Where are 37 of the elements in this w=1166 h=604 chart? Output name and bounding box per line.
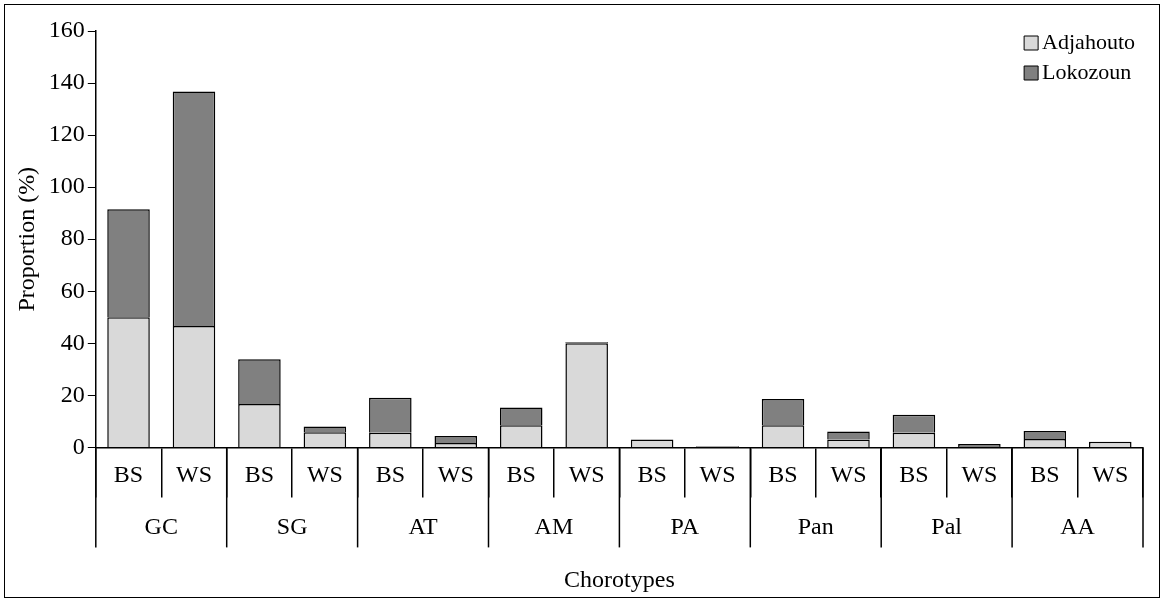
- text: GC: [144, 512, 178, 539]
- y-tick-label: 80: [60, 224, 85, 251]
- x-tick-label: WS: [437, 461, 474, 488]
- text: AM: [534, 512, 574, 539]
- x-tick-label: WS: [175, 461, 212, 488]
- x-tick-label: BS: [113, 461, 144, 488]
- text: PA: [670, 512, 700, 539]
- y-tick-label: 60: [60, 276, 85, 303]
- x-tick-label: BS: [244, 461, 275, 488]
- x-tick-label: WS: [830, 461, 867, 488]
- x-tick-label: WS: [961, 461, 998, 488]
- y-tick-label: 160: [48, 16, 85, 43]
- text: Pan: [797, 512, 834, 539]
- y-tick-label: 140: [48, 68, 85, 95]
- x-tick-label: BS: [637, 461, 667, 488]
- x-tick-label: BS: [899, 461, 929, 488]
- y-tick-label: 0: [72, 432, 85, 459]
- text: AT: [408, 512, 439, 539]
- x-tick-label: WS: [699, 461, 736, 488]
- y-axis-title: Proportion (%): [12, 166, 39, 312]
- x-tick-label: BS: [768, 461, 798, 488]
- x-axis-title: Chorotypes: [564, 565, 675, 592]
- text: SG: [276, 512, 308, 539]
- y-tick-label: 40: [60, 328, 85, 355]
- y-tick-label: 120: [48, 120, 85, 147]
- x-tick-label: WS: [568, 461, 605, 488]
- x-tick-label: BS: [1030, 461, 1060, 488]
- x-tick-label: BS: [506, 461, 536, 488]
- x-tick-label: BS: [375, 461, 405, 488]
- x-tick-label: WS: [306, 461, 343, 488]
- legend-label: Lokozoun: [1042, 58, 1132, 84]
- legend-label: Adjahouto: [1042, 28, 1136, 54]
- text: Pal: [931, 512, 963, 539]
- y-tick-label: 20: [60, 380, 85, 407]
- y-tick-label: 100: [48, 172, 85, 199]
- text: AA: [1060, 512, 1096, 539]
- x-tick-label: WS: [1092, 461, 1129, 488]
